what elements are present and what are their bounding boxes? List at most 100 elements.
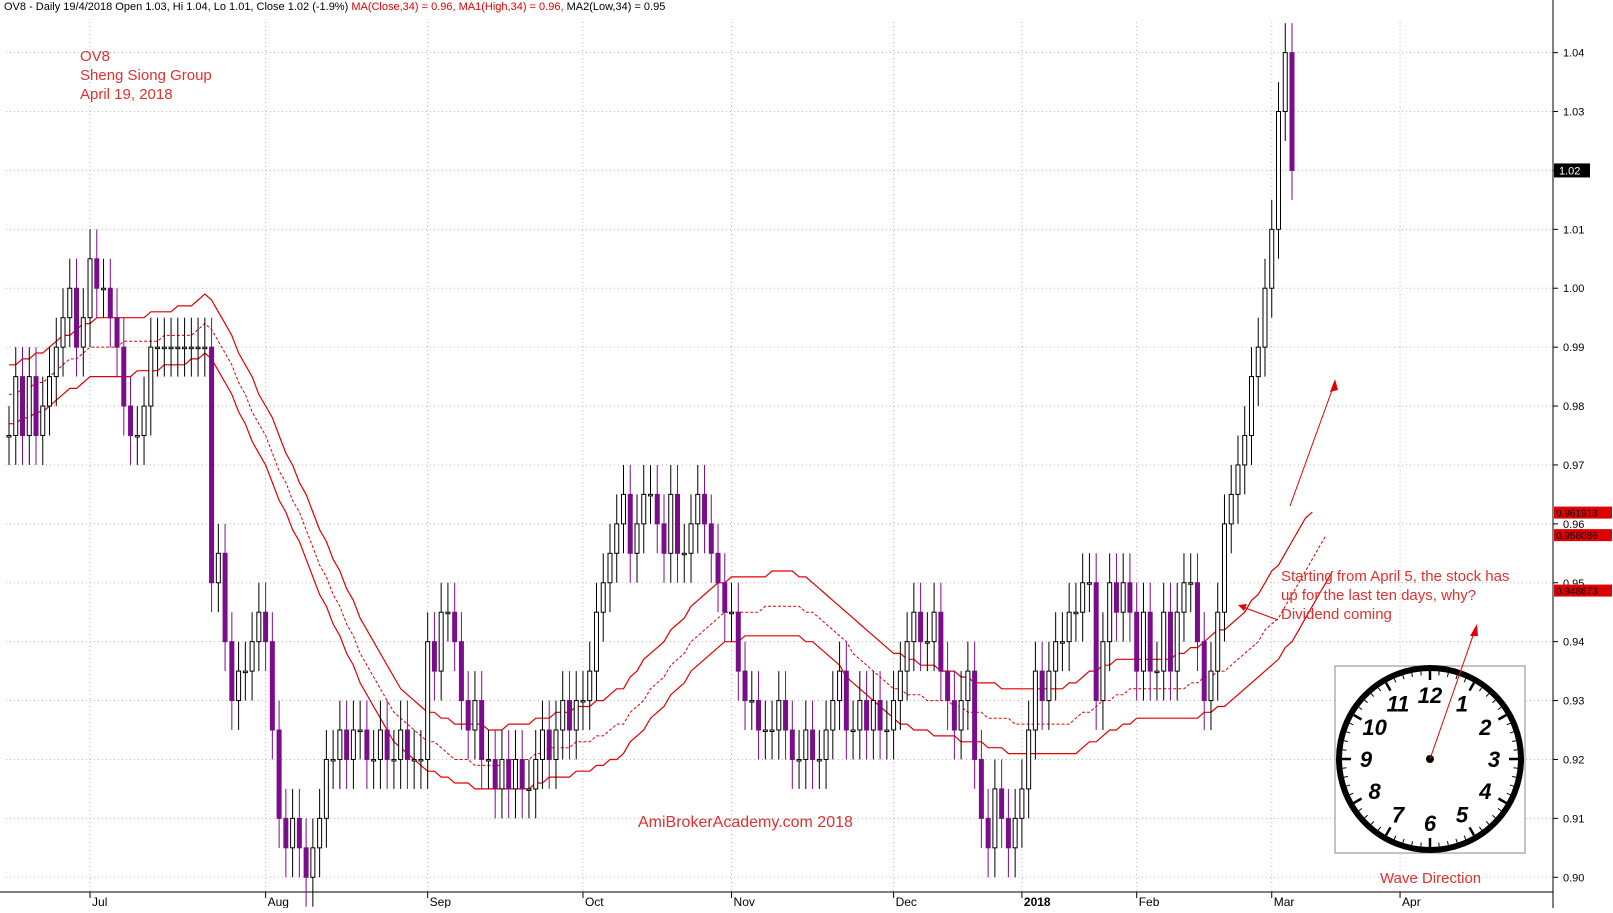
candle-body xyxy=(95,259,99,288)
x-tick-label: Apr xyxy=(1402,895,1421,908)
candle-body xyxy=(871,701,875,730)
candle-body xyxy=(709,524,713,553)
candle-body xyxy=(122,347,126,406)
candle-body xyxy=(1047,671,1051,700)
candle-body xyxy=(804,730,808,759)
candle-body xyxy=(892,701,896,730)
candle-body xyxy=(129,406,133,435)
header-prefix: OV8 - Daily 19/4/2018 Open 1.03, Hi 1.04… xyxy=(4,1,348,13)
candle-body xyxy=(1236,465,1240,494)
header-ma-high: MA1(High,34) = 0.96, xyxy=(459,1,564,13)
candle-body xyxy=(716,553,720,582)
chart-header: OV8 - Daily 19/4/2018 Open 1.03, Hi 1.04… xyxy=(4,1,665,13)
current-price-label: 1.02 xyxy=(1559,165,1580,177)
candle-body xyxy=(1175,612,1179,671)
title-company: Sheng Siong Group xyxy=(80,66,212,85)
y-tick-label: 0.96 xyxy=(1563,519,1584,531)
candle-body xyxy=(1040,671,1044,700)
candle-body xyxy=(743,671,747,700)
candle-body xyxy=(676,494,680,553)
candle-body xyxy=(844,671,848,730)
candle-body xyxy=(142,406,146,435)
candle-body xyxy=(608,553,612,582)
candle-body xyxy=(1256,347,1260,376)
candle-body xyxy=(1222,524,1226,612)
ma-close-line xyxy=(9,324,1326,766)
x-tick-label: Mar xyxy=(1274,895,1295,908)
candle-body xyxy=(345,730,349,759)
candle-body xyxy=(534,759,538,788)
candle-body xyxy=(68,288,72,317)
x-tick-label: 2018 xyxy=(1024,895,1051,908)
candle-body xyxy=(1114,583,1118,612)
candle-body xyxy=(1148,612,1152,671)
candle-body xyxy=(189,347,193,349)
annotation-note: Starting from April 5, the stock has up … xyxy=(1281,567,1511,624)
x-tick-label: Sep xyxy=(430,895,452,908)
candle-body xyxy=(1020,789,1024,818)
candle-body xyxy=(594,612,598,671)
candle-body xyxy=(338,730,342,759)
candle-body xyxy=(703,494,707,523)
candle-body xyxy=(669,494,673,553)
candle-body xyxy=(1216,612,1220,671)
candle-body xyxy=(351,730,355,759)
candle-body xyxy=(912,612,916,641)
candle-body xyxy=(1141,612,1145,671)
candle-body xyxy=(264,612,268,641)
candle-body xyxy=(1249,377,1253,436)
trend-arrow-line xyxy=(1290,382,1335,506)
title-symbol: OV8 xyxy=(80,47,212,66)
candle-body xyxy=(243,671,247,673)
y-tick-label: 0.99 xyxy=(1563,342,1584,354)
candle-body xyxy=(547,730,551,759)
x-tick-label: Feb xyxy=(1139,895,1160,908)
candle-body xyxy=(905,642,909,671)
candle-body xyxy=(291,818,295,847)
candle-body xyxy=(446,612,450,614)
candle-body xyxy=(432,642,436,671)
y-tick-label: 0.92 xyxy=(1563,754,1584,766)
candle-body xyxy=(156,347,160,349)
candle-body xyxy=(7,436,11,438)
x-tick-label: Jul xyxy=(92,895,107,908)
clock-numeral: 2 xyxy=(1478,715,1492,740)
candle-body xyxy=(1094,583,1098,701)
candle-body xyxy=(567,701,571,730)
candle-body xyxy=(1074,612,1078,614)
candle-body xyxy=(183,347,187,349)
clock-caption: Wave Direction xyxy=(1380,870,1481,887)
ma-value-label: 0.948673 xyxy=(1556,587,1598,598)
candle-body xyxy=(102,288,106,290)
title-date: April 19, 2018 xyxy=(80,85,212,104)
candle-body xyxy=(790,730,794,759)
candle-body xyxy=(784,701,788,730)
candle-body xyxy=(878,701,882,730)
y-tick-label: 0.97 xyxy=(1563,460,1584,472)
candle-body xyxy=(412,759,416,761)
candle-body xyxy=(1290,53,1294,171)
candle-body xyxy=(1067,612,1071,641)
candle-body xyxy=(527,789,531,791)
candle-body xyxy=(1135,612,1139,671)
y-tick-label: 1.03 xyxy=(1563,107,1584,119)
candle-body xyxy=(318,818,322,847)
candle-body xyxy=(662,524,666,553)
candle-body xyxy=(763,730,767,732)
candle-body xyxy=(385,730,389,759)
candle-body xyxy=(1195,583,1199,642)
y-tick-label: 1.04 xyxy=(1563,48,1584,60)
candles xyxy=(7,23,1294,907)
candle-body xyxy=(270,642,274,730)
candle-body xyxy=(1000,789,1004,818)
candle-body xyxy=(14,377,18,436)
candle-body xyxy=(493,759,497,788)
candle-body xyxy=(1168,612,1172,671)
candle-body xyxy=(392,759,396,761)
candle-body xyxy=(1270,229,1274,288)
candle-body xyxy=(797,759,801,761)
candle-body xyxy=(81,318,85,347)
candle-body xyxy=(757,701,761,730)
clock-numeral: 9 xyxy=(1360,747,1373,772)
candle-body xyxy=(540,730,544,759)
